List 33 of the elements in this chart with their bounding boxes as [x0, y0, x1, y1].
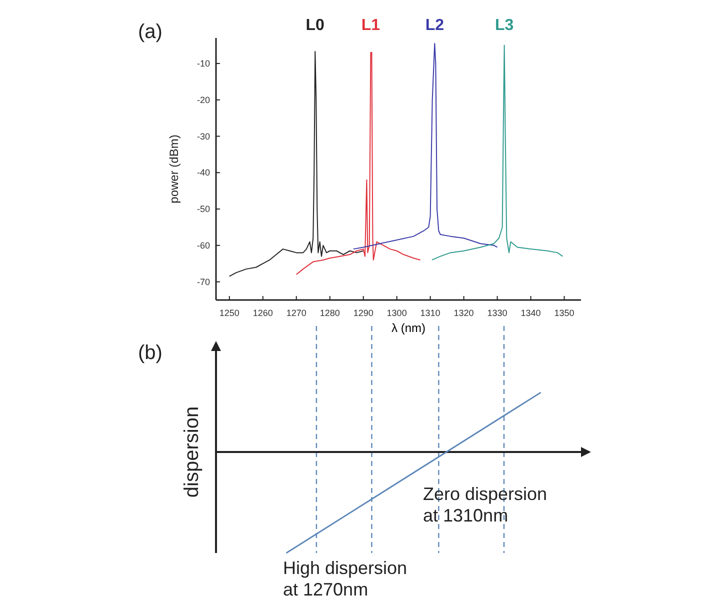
chart-title: (b): [138, 342, 162, 364]
x-tick-label: 1330: [487, 308, 508, 318]
x-tick-label: 1280: [320, 308, 340, 318]
x-tick-label: 1310: [420, 308, 440, 318]
y-tick-label: -70: [196, 276, 210, 287]
y-tick-label: -50: [196, 204, 210, 214]
series-label: L0: [306, 17, 325, 34]
y-tick-label: -10: [196, 58, 210, 68]
y-tick-label: -60: [196, 240, 210, 250]
x-tick-label: 1270: [286, 308, 306, 318]
line-series: [228, 50, 364, 277]
series-label: L1: [361, 17, 380, 34]
x-axis-title: λ (nm): [392, 321, 426, 335]
chart-title: (a): [138, 21, 162, 43]
line-series: [352, 42, 498, 250]
y-axis-title: power (dBm): [167, 134, 181, 204]
x-tick-label: 1350: [554, 308, 574, 318]
text: High dispersion at 1270nm: [283, 558, 408, 600]
annotation: Zero dispersion at 1310nm: [423, 484, 548, 526]
x-tick-label: 1290: [353, 308, 374, 318]
x-tick-label: 1320: [454, 308, 474, 318]
line-series: [431, 44, 564, 260]
y-tick-label: -20: [196, 94, 210, 105]
y-tick-label: -40: [196, 168, 210, 178]
x-tick-label: 1300: [386, 308, 407, 318]
x-tick-label: 1250: [219, 308, 240, 318]
y-axis-title: dispersion: [181, 406, 203, 498]
series-label: L3: [494, 17, 514, 34]
line-series: [296, 52, 421, 276]
x-tick-label: 1340: [520, 308, 541, 318]
y-tick-label: -30: [196, 131, 210, 142]
x-tick-label: 1260: [252, 308, 273, 318]
series-label: L2: [425, 17, 444, 34]
